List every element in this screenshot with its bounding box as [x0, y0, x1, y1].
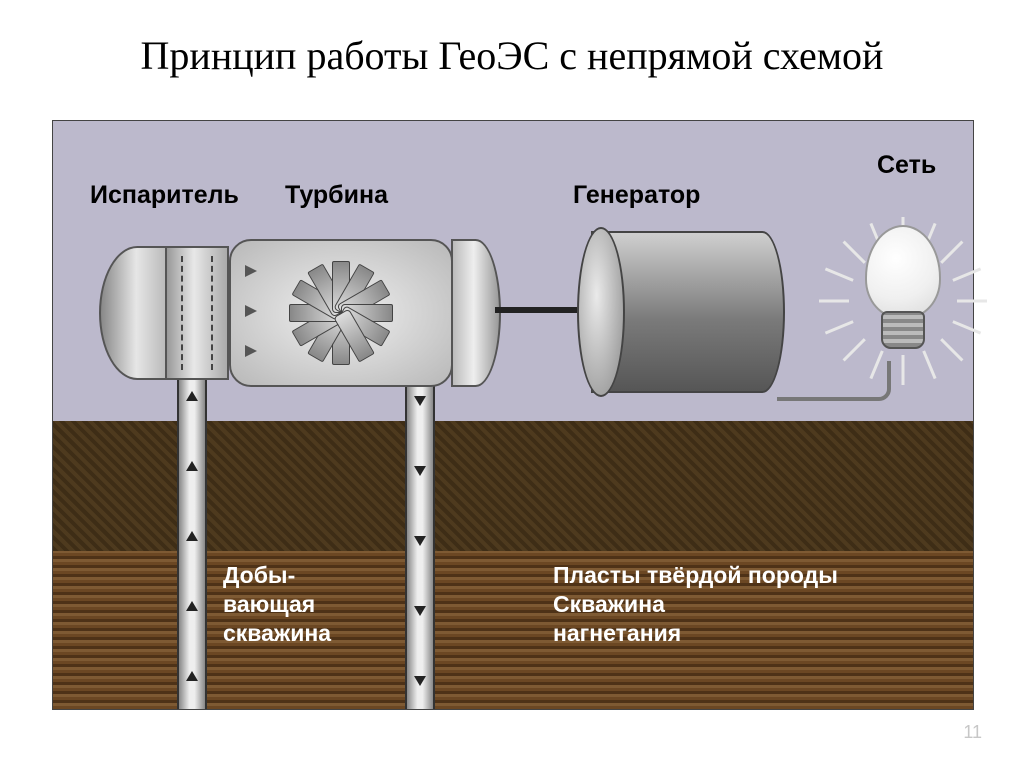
steam-arrow-mid	[245, 305, 257, 317]
geothermal-diagram: Испаритель Турбина Генератор Сеть Добы- …	[52, 120, 974, 710]
label-evaporator: Испаритель	[90, 181, 239, 210]
lightbulb-icon	[865, 225, 941, 319]
label-production-well: Добы- вающая скважина	[223, 561, 331, 647]
label-grid: Сеть	[877, 151, 936, 180]
label-turbine: Турбина	[285, 181, 388, 210]
injection-well	[405, 366, 435, 709]
production-well	[177, 351, 207, 709]
turbine-rotor-icon	[286, 258, 396, 368]
label-generator: Генератор	[573, 181, 700, 210]
bulb-assembly	[843, 201, 963, 401]
bulb-base-icon	[881, 311, 925, 349]
evaporator-body	[165, 246, 229, 380]
steam-arrow-bot	[245, 345, 257, 357]
evaporator-endcap	[99, 246, 167, 380]
turbine-body	[229, 239, 453, 387]
steam-arrow-top	[245, 265, 257, 277]
page-number: 11	[963, 722, 982, 743]
turbine-endcap	[451, 239, 501, 387]
label-rock-and-injection: Пласты твёрдой породы Скважина нагнетани…	[553, 561, 838, 647]
generator-face	[577, 227, 625, 397]
slide-title: Принцип работы ГеоЭС с непрямой схемой	[0, 32, 1024, 79]
